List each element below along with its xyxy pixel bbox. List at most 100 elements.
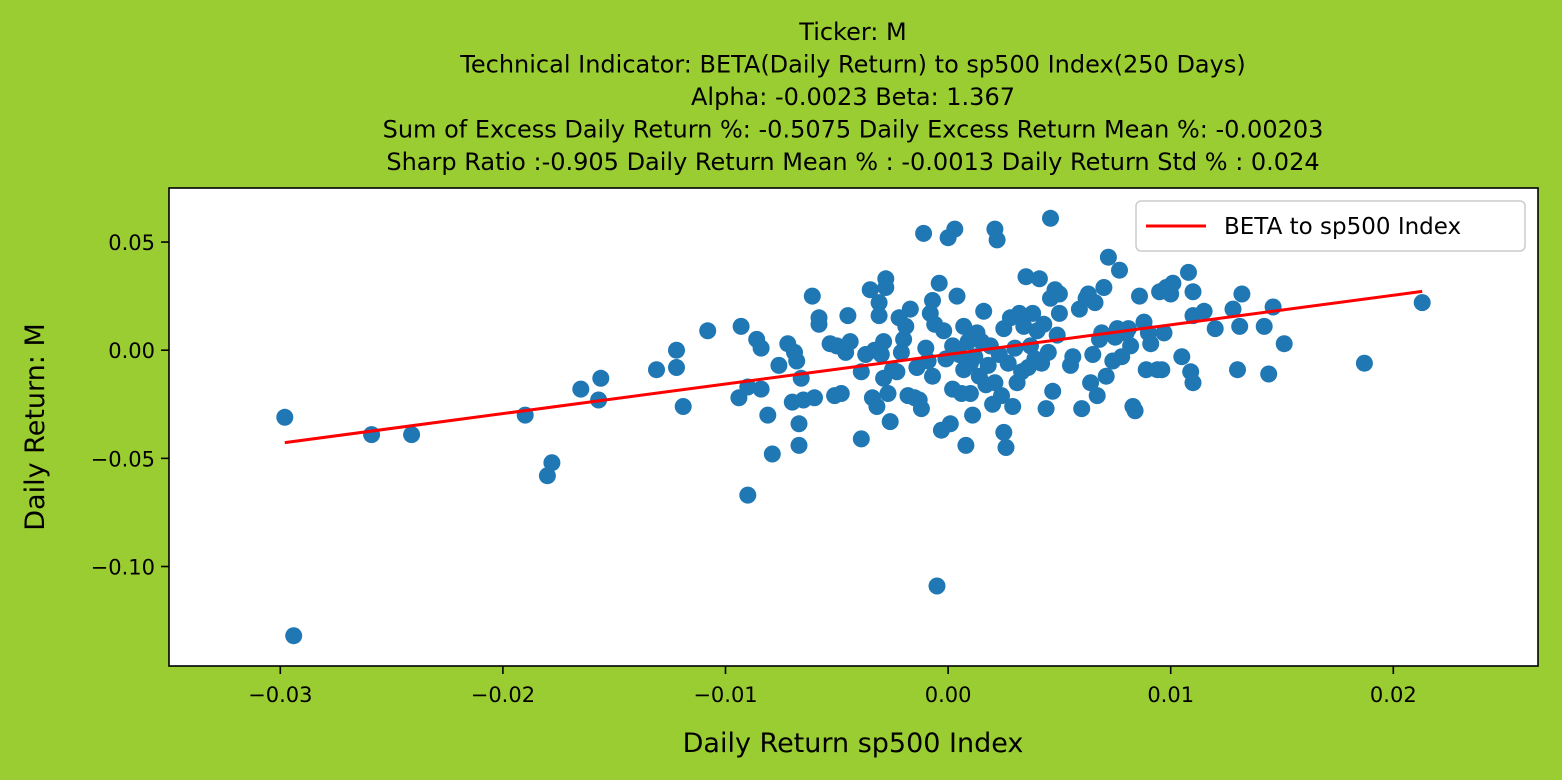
scatter-point	[852, 430, 870, 448]
scatter-point	[1126, 402, 1144, 420]
scatter-point	[861, 281, 879, 299]
beta-line	[284, 289, 1423, 445]
scatter-point	[888, 363, 906, 381]
scatter-point	[759, 406, 777, 424]
scatter-point	[403, 426, 421, 444]
scatter-point	[1413, 294, 1431, 312]
scatter-point	[941, 415, 959, 433]
scatter-point	[1064, 348, 1082, 366]
title-line: Ticker: M	[798, 18, 906, 46]
scatter-point	[1030, 270, 1048, 288]
scatter-point	[1042, 209, 1059, 227]
scatter-point	[1088, 387, 1106, 405]
scatter-point	[1095, 279, 1113, 296]
title-line: Alpha: -0.0023 Beta: 1.367	[691, 83, 1015, 111]
y-tick-label: −0.05	[91, 447, 155, 471]
scatter-point	[739, 486, 757, 504]
x-axis-ticks: −0.03 −0.02 −0.01 0.00 0.01 0.02	[248, 666, 1417, 707]
legend-box	[1135, 200, 1526, 252]
scatter-point	[875, 333, 893, 351]
scatter-point	[1131, 287, 1148, 305]
scatter-point	[895, 330, 913, 348]
scatter-point	[1231, 317, 1249, 335]
scatter-point	[572, 380, 590, 398]
plot-frame	[168, 187, 1539, 667]
legend-label: BETA to sp500 Index	[1224, 214, 1461, 240]
scatter-point	[897, 317, 915, 335]
scatter-point	[1122, 337, 1140, 355]
scatter-point	[1037, 400, 1055, 418]
scatter-point	[1097, 367, 1115, 385]
scatter-point	[1024, 304, 1042, 322]
scatter-point	[948, 287, 966, 305]
scatter-point	[841, 333, 859, 351]
scatter-point	[879, 385, 897, 402]
scatter-point	[957, 436, 975, 454]
scatter-point	[1050, 304, 1068, 322]
scatter-point	[870, 307, 888, 325]
scatter-point	[1082, 374, 1100, 392]
title-line: Technical Indicator: BETA(Daily Return) …	[459, 51, 1245, 79]
scatter-point	[1084, 346, 1102, 363]
scatter-point	[964, 406, 982, 424]
scatter-point	[1073, 400, 1091, 418]
scatter-point	[1155, 324, 1173, 342]
scatter-point	[543, 454, 561, 472]
title-line: Sharp Ratio :-0.905 Daily Return Mean % …	[386, 148, 1319, 176]
scatter-point	[993, 387, 1010, 405]
scatter-point	[1255, 317, 1273, 335]
scatter-point	[752, 380, 770, 398]
scatter-point	[870, 294, 888, 312]
scatter-point	[1184, 374, 1202, 392]
scatter-point	[999, 354, 1017, 372]
x-tick-label: 0.00	[925, 683, 972, 707]
y-tick-label: −0.10	[91, 556, 155, 580]
scatter-point	[1153, 361, 1171, 379]
scatter-point	[1119, 320, 1137, 338]
scatter-point	[1017, 268, 1035, 286]
scatter-point	[1004, 398, 1022, 415]
scatter-point	[810, 315, 828, 333]
scatter-point	[901, 300, 919, 318]
scatter-point	[1195, 302, 1213, 320]
scatter-point	[1142, 335, 1160, 353]
scatter-point	[1229, 361, 1246, 379]
scatter-point	[839, 307, 857, 325]
scatter-point	[1010, 304, 1028, 322]
scatter-point	[917, 339, 935, 357]
scatter-point	[912, 400, 930, 418]
scatter-point	[648, 361, 665, 379]
scatter-point	[868, 398, 886, 415]
scatter-point	[276, 408, 294, 426]
scatter-point	[699, 322, 717, 340]
scatter-point	[881, 413, 899, 431]
scatter-point	[995, 423, 1013, 441]
scatter-point	[997, 439, 1015, 456]
scatter-point	[806, 389, 823, 407]
scatter-point	[1180, 263, 1197, 281]
scatter-point	[788, 352, 806, 370]
scatter-point	[538, 467, 556, 485]
scatter-point	[803, 287, 821, 305]
x-tick-label: 0.01	[1147, 683, 1194, 707]
scatter-point	[285, 627, 303, 645]
scatter-point	[979, 356, 997, 374]
scatter-point	[1224, 300, 1242, 318]
y-tick-label: 0.00	[108, 339, 155, 363]
scatter-point	[790, 415, 808, 433]
x-tick-label: −0.03	[248, 683, 312, 707]
x-tick-label: −0.02	[471, 683, 535, 707]
scatter-point	[592, 369, 610, 387]
scatter-point	[1355, 354, 1373, 372]
y-axis-label: Daily Return: M	[20, 323, 51, 530]
scatter-point	[988, 231, 1006, 249]
scatter-point	[770, 356, 788, 374]
beta-line-layer	[284, 289, 1423, 445]
scatter-point	[752, 339, 770, 357]
scatter-point	[1035, 315, 1053, 333]
x-tick-label: −0.01	[693, 683, 757, 707]
scatter-point	[790, 436, 808, 454]
scatter-point	[1233, 285, 1251, 303]
